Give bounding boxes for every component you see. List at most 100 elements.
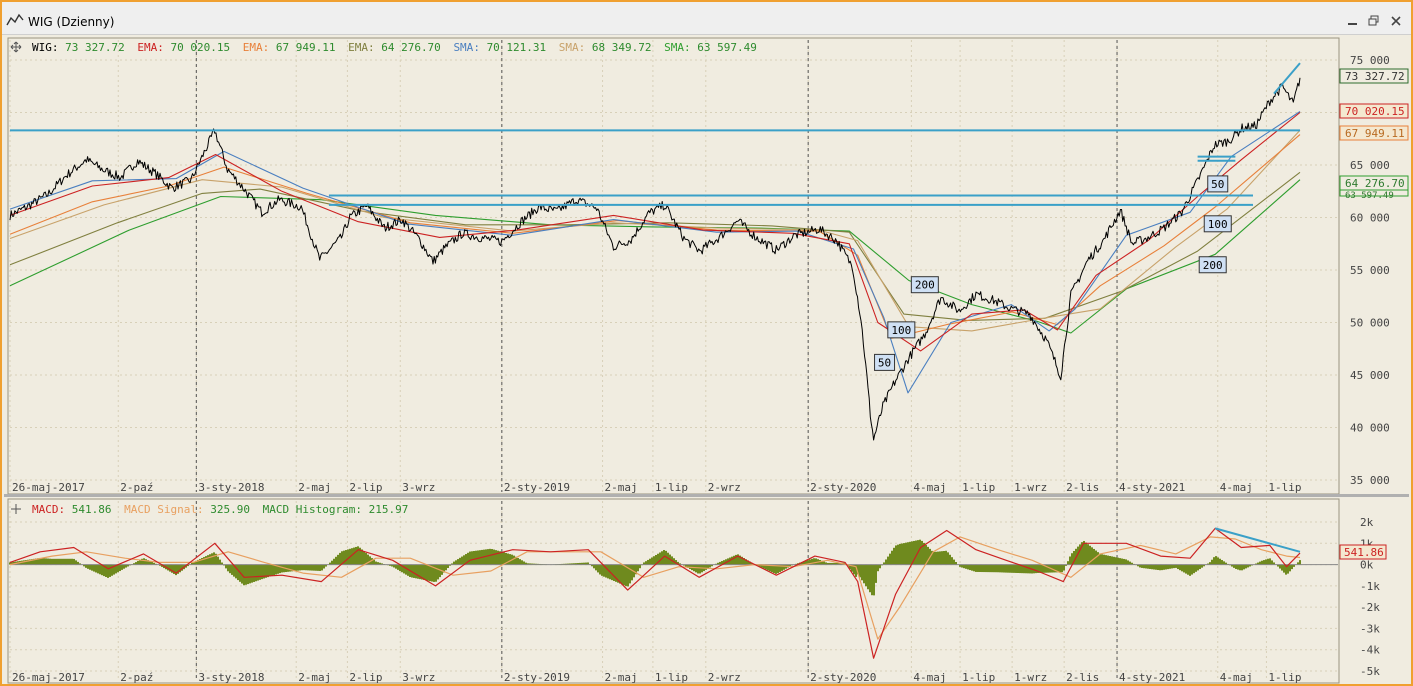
price-pane[interactable]: [7, 37, 1340, 495]
price-y-tick-label: 45 000: [1350, 369, 1390, 382]
price-series-group: [9, 77, 1301, 441]
legend-ema3-value: 64 276.70: [381, 41, 441, 54]
signal-legend-name: MACD Signal: [124, 503, 197, 516]
right-label-ema2: 67 949.11: [1345, 127, 1405, 140]
price-x-tick-label: 3-wrz: [402, 481, 435, 494]
move-handle-icon[interactable]: [10, 41, 22, 53]
macd-x-tick-label: 2-maj: [605, 671, 638, 684]
price-x-tick-label: 2-sty-2019: [504, 481, 570, 494]
annotation-label: 50: [878, 356, 891, 369]
series-line-macd: [9, 527, 1301, 659]
macd-legend-value: 541.86: [72, 503, 112, 516]
macd-x-tick-label: 26-maj-2017: [12, 671, 85, 684]
price-y-tick-label: 65 000: [1350, 159, 1390, 172]
annotation-box-5: [1198, 256, 1227, 274]
macd-series-group: [9, 527, 1301, 659]
annotation-box-1: [887, 321, 916, 339]
price-x-tick-label: 3-sty-2018: [198, 481, 264, 494]
price-x-tick-label: 4-maj: [913, 481, 946, 494]
legend-ema3-name: EMA: [348, 41, 368, 54]
legend-sma2-value: 68 349.72: [592, 41, 652, 54]
legend-sma1-value: 70 121.31: [487, 41, 547, 54]
legend-ema2-value: 67 949.11: [276, 41, 336, 54]
price-x-tick-label: 4-sty-2021: [1119, 481, 1185, 494]
legend-sma2-name: SMA: [559, 41, 579, 54]
annotation-box-4: [1203, 215, 1232, 233]
macd-x-tick-label: 1-lip: [962, 671, 995, 684]
macd-y-tick-label: -2k: [1360, 601, 1380, 614]
macd-x-tick-label: 4-sty-2021: [1119, 671, 1185, 684]
macd-x-tick-label: 2-paź: [120, 671, 153, 684]
macd-x-tick-label: 3-wrz: [402, 671, 435, 684]
macd-y-tick-label: -1k: [1360, 580, 1380, 593]
macd-y-tick-label: -3k: [1360, 622, 1380, 635]
price-x-tick-label: 1-wrz: [1014, 481, 1047, 494]
macd-pane[interactable]: [7, 498, 1340, 684]
annotation-label: 100: [891, 324, 911, 337]
macd-y-tick-label: 0k: [1360, 559, 1374, 572]
macd-x-tick-label: 4-maj: [1220, 671, 1253, 684]
price-x-tick-label: 2-maj: [298, 481, 331, 494]
legend-price-name: WIG: [32, 41, 52, 54]
trendline-5: [1273, 62, 1301, 95]
price-x-tick-label: 2-lip: [349, 481, 382, 494]
legend-sma3-name: SMA: [664, 41, 684, 54]
hist-legend-value: 215.97: [369, 503, 409, 516]
signal-legend-value: 325.90: [210, 503, 250, 516]
macd-x-tick-label: 2-maj: [298, 671, 331, 684]
price-grid: [9, 40, 1338, 492]
price-y-tick-label: 75 000: [1350, 54, 1390, 67]
right-label-ema1: 70 020.15: [1345, 105, 1405, 118]
chart-app-icon: [6, 13, 24, 26]
macd-trendline: [1214, 527, 1301, 553]
hist-legend-name: MACD Histogram: [263, 503, 356, 516]
macd-x-tick-label: 4-maj: [913, 671, 946, 684]
macd-y-tick-label: -4k: [1360, 644, 1380, 657]
price-right-labels: 73 327.72 70 020.15 67 949.11 64 276.70 …: [1339, 68, 1409, 201]
macd-y-tick-label: -5k: [1360, 665, 1380, 678]
annotation-label: 100: [1208, 218, 1228, 231]
series-line-signal: [9, 536, 1301, 640]
restore-icon[interactable]: [1368, 15, 1380, 26]
macd-legend-name: MACD: [32, 503, 59, 516]
legend-ema2-name: EMA: [243, 41, 263, 54]
macd-x-tick-label: 2-wrz: [708, 671, 741, 684]
annotation-label: 200: [915, 279, 935, 292]
macd-x-tick-label: 2-sty-2020: [810, 671, 876, 684]
series-line-ema_slow: [9, 171, 1301, 321]
right-label-price: 73 327.72: [1345, 70, 1405, 83]
series-line-ema_fast: [9, 112, 1301, 352]
close-icon[interactable]: [1390, 15, 1402, 26]
trendline-group[interactable]: [10, 62, 1301, 206]
annotation-label: 200: [1203, 259, 1223, 272]
window-titlebar[interactable]: WIG (Dzienny): [2, 2, 1411, 35]
legend-sma1-name: SMA: [453, 41, 473, 54]
macd-x-tick-label: 2-lis: [1066, 671, 1099, 684]
macd-move-handle-icon[interactable]: [11, 504, 21, 514]
right-label-sma3: 63 597.49: [1345, 191, 1394, 201]
price-y-tick-label: 50 000: [1350, 317, 1390, 330]
legend-ema1-value: 70 020.15: [170, 41, 230, 54]
price-x-tick-label: 1-lip: [655, 481, 688, 494]
price-x-axis: 26-maj-2017 2-paź 3-sty-2018 2-maj 2-lip 3-wr…: [12, 481, 1302, 494]
annotation-box-2: [910, 276, 939, 294]
minimize-icon[interactable]: [1347, 15, 1359, 26]
macd-x-tick-label: 2-sty-2019: [504, 671, 570, 684]
macd-x-axis: 26-maj-2017 2-paź 3-sty-2018 2-maj 2-lip 3-wr…: [12, 671, 1302, 684]
price-x-tick-label: 2-sty-2020: [810, 481, 876, 494]
macd-legend: MACD: 541.86 MACD Signal: 325.90 MACD Hi…: [32, 503, 408, 516]
pane-splitter[interactable]: [4, 494, 1409, 497]
price-x-tick-label: 1-lip: [962, 481, 995, 494]
macd-x-tick-label: 1-lip: [655, 671, 688, 684]
price-y-tick-label: 40 000: [1350, 422, 1390, 435]
annotation-label: 50: [1211, 178, 1224, 191]
macd-x-tick-label: 1-wrz: [1014, 671, 1047, 684]
price-x-tick-label: 2-maj: [605, 481, 638, 494]
series-line-price: [9, 77, 1301, 441]
annotation-box-0: [874, 353, 896, 371]
annotation-group: 50 100 200 50 100 200: [874, 175, 1232, 371]
legend-sma3-value: 63 597.49: [697, 41, 757, 54]
